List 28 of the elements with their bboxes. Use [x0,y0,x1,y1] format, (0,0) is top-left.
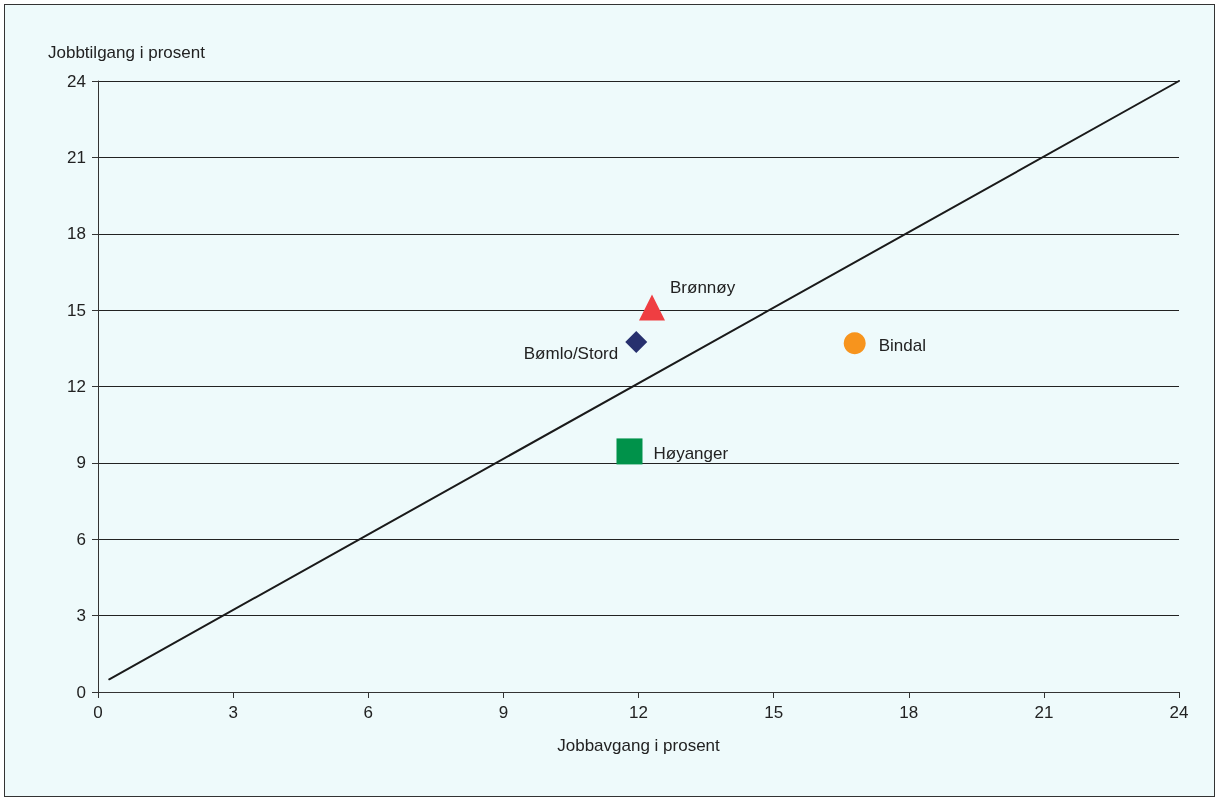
x-tick-label: 18 [899,703,919,722]
x-tick-label: 21 [1034,703,1054,722]
point [625,330,648,353]
x-tick-label: 15 [764,703,784,722]
series-label: Brønnøy [670,278,736,298]
series-label: Høyanger [653,443,729,463]
y-tick-label: 3 [76,606,86,626]
y-tick-label: 6 [76,529,86,549]
point [843,332,866,355]
x-tick-label: 3 [228,703,238,722]
x-tick-label: 6 [363,703,373,722]
point [639,294,666,321]
y-tick-label: 21 [67,147,86,167]
y-tick-label: 0 [76,682,86,702]
y-tick-label: 9 [76,453,86,473]
x-tick-label: 24 [1169,703,1189,722]
x-tick-label: 9 [498,703,509,722]
x-axis-title: Jobbavgang i prosent [557,736,721,755]
y-tick-label: 12 [67,377,86,396]
y-axis-title: Jobbtilgang i prosent [48,43,206,62]
y-tick-label: 24 [67,71,86,91]
point [616,438,643,465]
series-label: Bømlo/Stord [523,344,619,364]
series-label: Bindal [878,335,926,355]
x-tick-label: 12 [629,703,648,722]
x-tick-label: 0 [93,703,103,722]
y-tick-label: 18 [67,224,86,244]
y-tick-label: 15 [67,300,86,320]
